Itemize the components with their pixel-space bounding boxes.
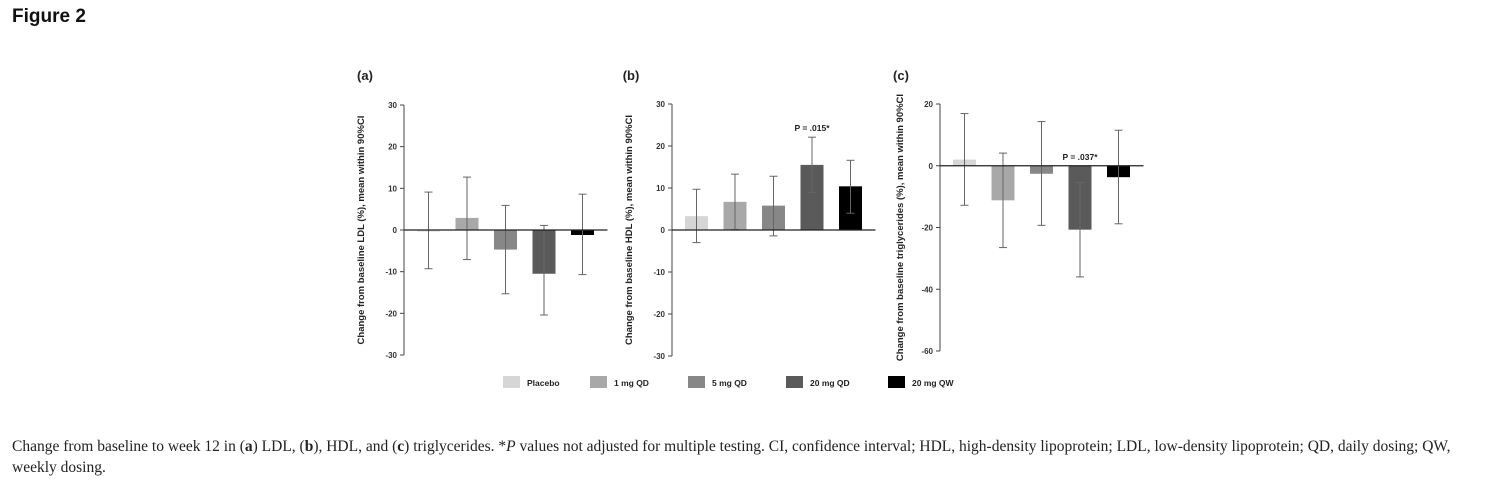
y-tick-label: -30 [653,352,665,361]
figure-charts: (a) 30 20 10 0 -10 -20 -30 Change from baseline … [356,68,1144,388]
chart-panel-a: (a) 30 20 10 0 -10 -20 -30 Change from baseline … [356,68,608,360]
legend-label: 20 mg QW [912,378,955,388]
y-tick-label: 20 [924,100,933,109]
legend-swatch [590,376,607,388]
legend-label: 1 mg QD [614,378,649,388]
y-axis-label: Change from baseline triglycerides (%), … [895,94,906,361]
figure-caption: Change from baseline to week 12 in (a) L… [12,436,1482,478]
y-tick-label: 20 [656,142,665,151]
y-tick-label: -20 [385,309,397,318]
y-tick-label: 30 [388,101,397,110]
caption-text-5: values not adjusted for multiple testing… [12,438,1451,476]
p-value-annotation: P = .015* [794,123,830,133]
y-axis-label: Change from baseline HDL (%), mean withi… [624,115,635,345]
caption-ref-c: c [397,438,405,455]
caption-text-1: Change from baseline to week 12 in ( [12,438,245,455]
legend-item: 1 mg QD [590,376,649,388]
panel-label: (c) [893,68,909,83]
legend-swatch [786,376,803,388]
caption-p-italic: P [506,438,516,455]
figure-title: Figure 2 [12,6,86,27]
caption-ref-a: a [244,438,253,455]
bar-4 [800,164,824,230]
legend-item: 5 mg QD [688,376,747,388]
caption-ref-b: b [304,438,314,455]
y-tick-label: 0 [393,226,398,235]
legend-item: Placebo [503,376,560,388]
y-tick-label: 20 [388,143,397,152]
legend-label: 5 mg QD [712,378,747,388]
y-tick-label: -60 [921,347,933,356]
y-tick-label: 0 [929,162,934,171]
caption-text-2: ) LDL, ( [252,438,305,455]
chart-panel-b: (b) 30 20 10 0 -10 -20 -30 Change from baseline … [623,68,876,361]
chart-panel-c: (c) 20 0 -20 -40 -60 Change from baseline trig… [893,68,1144,361]
caption-text-4: ) triglycerides. * [404,438,507,455]
legend-label: 20 mg QD [810,378,850,388]
y-tick-label: 0 [661,226,666,235]
y-tick-label: -20 [653,310,665,319]
legend-swatch [888,376,905,388]
panel-label: (a) [357,68,373,83]
y-tick-label: -20 [921,224,933,233]
y-tick-label: -40 [921,285,933,294]
y-tick-label: 30 [656,100,665,109]
y-tick-label: 10 [388,184,397,193]
panel-label: (b) [623,68,640,83]
y-tick-label: -10 [385,268,397,277]
y-axis-label: Change from baseline LDL (%), mean withi… [356,116,367,345]
caption-text-3: ), HDL, and ( [313,438,398,455]
legend-item: 20 mg QD [786,376,850,388]
legend: Placebo 1 mg QD 5 mg QD 20 mg QD 20 mg QW [503,376,955,388]
p-value-annotation: P = .037* [1062,152,1098,162]
y-tick-label: -10 [653,268,665,277]
legend-label: Placebo [527,378,560,388]
y-tick-label: 10 [656,184,665,193]
legend-item: 20 mg QW [888,376,955,388]
legend-swatch [503,376,520,388]
y-tick-label: -30 [385,351,397,360]
legend-swatch [688,376,705,388]
